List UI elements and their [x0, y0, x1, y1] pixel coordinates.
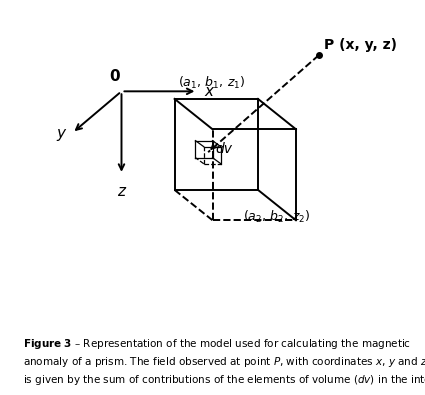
Text: x: x [204, 84, 213, 99]
Text: z: z [117, 184, 125, 199]
Text: $(a_1,\, b_1,\, z_1)$: $(a_1,\, b_1,\, z_1)$ [178, 75, 246, 90]
Text: 0: 0 [109, 69, 120, 84]
Text: y: y [57, 126, 65, 141]
Text: P (x, y, z): P (x, y, z) [324, 38, 397, 52]
Text: dv: dv [215, 142, 232, 156]
Text: $(a_2,\, b_2,\, z_2)$: $(a_2,\, b_2,\, z_2)$ [243, 209, 311, 225]
Text: $\bf{Figure\ 3}$ – Representation of the model used for calculating the magnetic: $\bf{Figure\ 3}$ – Representation of the… [23, 337, 425, 387]
